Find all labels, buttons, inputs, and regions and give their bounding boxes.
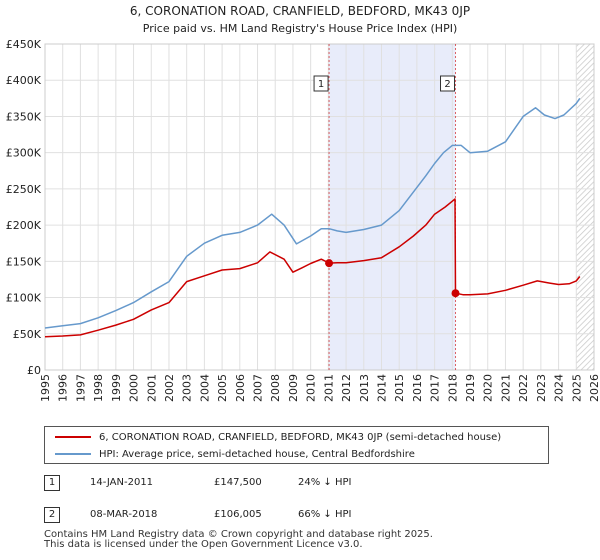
x-tick-label: 2012	[340, 374, 353, 402]
plot-border	[44, 43, 595, 371]
x-tick-label: 2013	[358, 374, 371, 402]
property-series-line	[44, 198, 581, 338]
legend-item-property: 6, CORONATION ROAD, CRANFIELD, BEDFORD, …	[55, 429, 501, 445]
chart-subtitle: Price paid vs. HM Land Registry's House …	[143, 22, 458, 35]
x-tick-label: 1999	[110, 374, 123, 402]
sale-hpi-diff: 66% ↓ HPI	[298, 509, 352, 520]
x-tick-label: 2000	[128, 374, 141, 402]
y-tick-label: £50K	[13, 328, 42, 341]
sale-date: 14-JAN-2011	[90, 477, 154, 488]
x-tick-label: 2002	[163, 374, 176, 402]
sale-row: 2 08-MAR-2018 £106,005 66% ↓ HPI	[44, 506, 564, 526]
x-tick-label: 2016	[411, 374, 424, 402]
sale-label-box	[313, 75, 329, 92]
legend-swatch-property	[55, 436, 91, 438]
y-tick-label: £100K	[6, 292, 42, 305]
x-tick-label: 2018	[446, 374, 459, 402]
attribution-footer: Contains HM Land Registry data © Crown c…	[44, 530, 433, 550]
sale-row: 1 14-JAN-2011 £147,500 24% ↓ HPI	[44, 474, 564, 494]
sale-point	[451, 289, 460, 298]
x-tick-label: 2014	[375, 374, 388, 402]
x-tick-label: 1996	[57, 374, 70, 402]
legend-label-property: 6, CORONATION ROAD, CRANFIELD, BEDFORD, …	[99, 431, 502, 443]
x-tick-label: 2025	[570, 374, 583, 402]
y-tick-label: £450K	[6, 38, 42, 51]
x-tick-label: 2004	[198, 374, 211, 402]
sale-period-shading	[329, 44, 456, 370]
x-tick-label: 2026	[588, 374, 600, 402]
x-tick-label: 2024	[553, 374, 566, 402]
y-tick-label: £200K	[6, 219, 42, 232]
attribution-line-2: This data is licensed under the Open Gov…	[44, 539, 363, 550]
x-tick-label: 2007	[252, 374, 265, 402]
x-tick-label: 2020	[482, 374, 495, 402]
x-tick-label: 2019	[464, 374, 477, 402]
x-tick-label: 2005	[216, 374, 229, 402]
x-tick-label: 2015	[393, 374, 406, 402]
x-tick-label: 2001	[145, 374, 158, 402]
attribution-line-1: Contains HM Land Registry data © Crown c…	[44, 529, 433, 540]
sale-point	[325, 259, 334, 268]
chart-title: 6, CORONATION ROAD, CRANFIELD, BEDFORD, …	[130, 4, 470, 18]
sale-label-number: 2	[444, 79, 450, 90]
x-tick-label: 1997	[74, 374, 87, 402]
y-tick-label: £150K	[6, 255, 42, 268]
y-tick-label: £400K	[6, 74, 42, 87]
sale-label-number: 1	[318, 79, 324, 90]
x-tick-label: 2021	[499, 374, 512, 402]
sale-marker-badge: 2	[44, 507, 60, 523]
sale-date: 08-MAR-2018	[90, 509, 158, 520]
x-tick-label: 2023	[535, 374, 548, 402]
x-tick-label: 2010	[305, 374, 318, 402]
chart-legend: 6, CORONATION ROAD, CRANFIELD, BEDFORD, …	[44, 426, 549, 464]
x-tick-label: 2022	[517, 374, 530, 402]
sale-price: £106,005	[214, 509, 262, 520]
sale-hpi-diff: 24% ↓ HPI	[298, 477, 352, 488]
x-tick-label: 2011	[322, 374, 335, 402]
legend-item-hpi: HPI: Average price, semi-detached house,…	[55, 446, 415, 462]
x-tick-label: 2017	[429, 374, 442, 402]
sale-label-box	[440, 75, 456, 92]
y-tick-label: £250K	[6, 183, 42, 196]
sale-price: £147,500	[214, 477, 262, 488]
x-tick-label: 2009	[287, 374, 300, 402]
x-tick-label: 2008	[269, 374, 282, 402]
y-tick-label: £350K	[6, 110, 42, 123]
forecast-hatch	[576, 44, 594, 370]
y-tick-label: £0	[27, 364, 41, 377]
x-tick-label: 1995	[39, 374, 52, 402]
plot-area	[45, 44, 594, 370]
x-tick-label: 1998	[92, 374, 105, 402]
x-tick-label: 2006	[234, 374, 247, 402]
legend-swatch-hpi	[55, 453, 91, 455]
x-tick-label: 2003	[181, 374, 194, 402]
y-tick-label: £300K	[6, 147, 42, 160]
hpi-series-line	[44, 97, 581, 329]
legend-label-hpi: HPI: Average price, semi-detached house,…	[99, 448, 415, 460]
price-chart: 6, CORONATION ROAD, CRANFIELD, BEDFORD, …	[6, 4, 600, 402]
sale-marker-badge: 1	[44, 475, 60, 491]
